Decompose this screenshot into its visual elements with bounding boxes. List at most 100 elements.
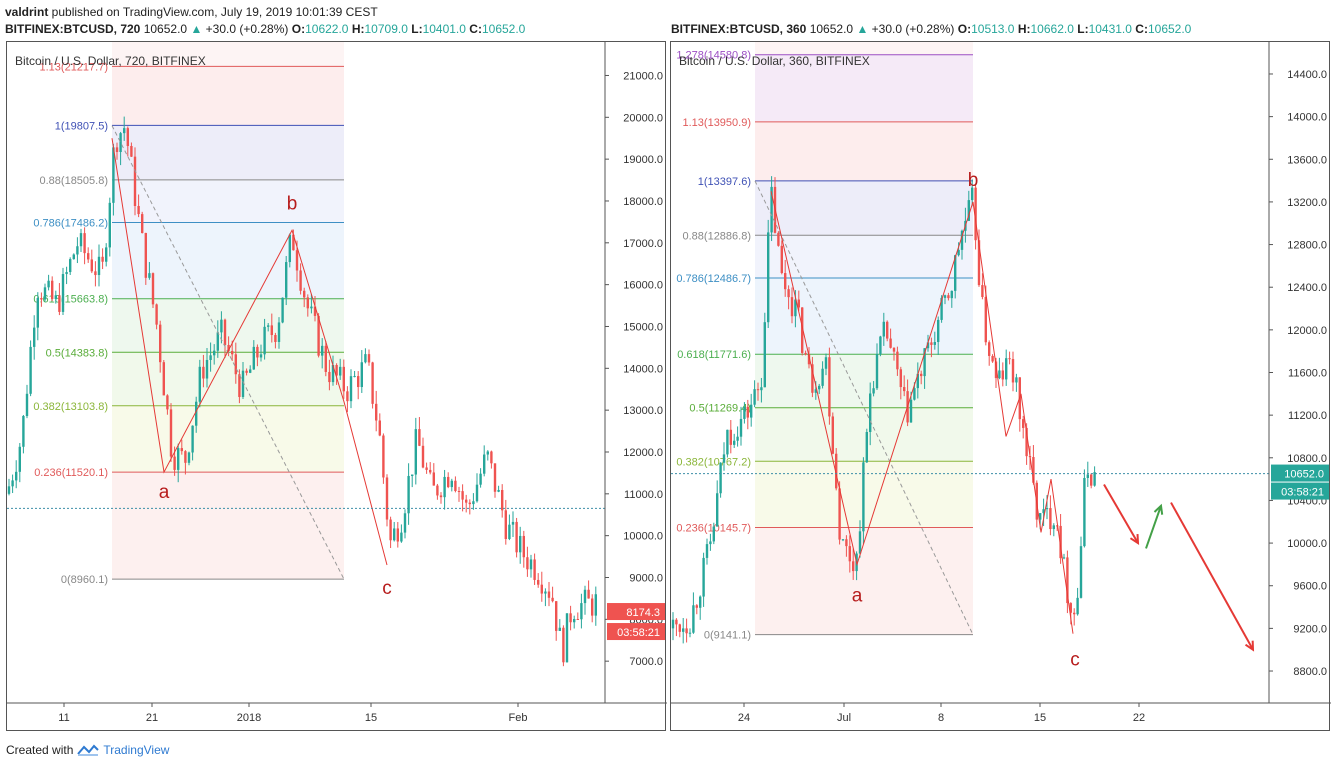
candle-body (998, 370, 1001, 379)
x-tick-label: 11 (58, 712, 69, 724)
fib-level-label: 0.786(17486.2) (33, 217, 108, 229)
candle-body (862, 462, 865, 532)
candle-body (733, 440, 736, 445)
candle-body (306, 297, 309, 309)
candle-body (25, 393, 29, 416)
candle-body (1059, 525, 1062, 559)
candle-body (1069, 603, 1072, 613)
candle-body (295, 250, 299, 271)
candle-body (508, 524, 511, 539)
candle-body (1079, 546, 1083, 598)
candle-body (97, 256, 101, 276)
candle-body (47, 280, 50, 288)
forecast-arrow-line (1170, 502, 1254, 651)
candle-body (223, 319, 227, 345)
candle-body (346, 391, 349, 402)
y-tick-label: 7000.0 (629, 656, 663, 668)
candle-body (51, 280, 54, 299)
candle-body (988, 342, 991, 356)
candle-body (845, 539, 848, 547)
candle-body (65, 272, 68, 275)
left-change: +30.0 (+0.28%) (205, 22, 289, 36)
candle-body (869, 393, 872, 433)
candle-body (439, 495, 443, 498)
candle-body (565, 613, 569, 663)
candle-body (797, 299, 800, 308)
x-tick-label: Jul (837, 712, 851, 724)
candle-body (1066, 557, 1069, 604)
candle-body (375, 403, 378, 421)
left-price: 10652.0 (143, 22, 188, 36)
candle-body (292, 234, 295, 251)
candle-body (892, 347, 896, 352)
candle-body (1093, 472, 1096, 486)
candle-body (342, 366, 345, 392)
fib-zone (112, 298, 344, 353)
right-chart-svg[interactable]: 1.278(14580.8) 1.13(13950.9) 1(13397.6) 0.8… (671, 42, 1331, 732)
wave-label-b: b (968, 170, 979, 191)
fib-level-label: 0.88(18505.8) (40, 175, 109, 187)
left-symbol: BITFINEX:BTCUSD, 720 (5, 22, 141, 36)
candle-body (486, 451, 489, 455)
forecast-arrow-line (1103, 483, 1139, 544)
candle-body (177, 448, 180, 470)
last-price-badge (1271, 464, 1329, 482)
up-triangle-icon: ▲ (856, 22, 869, 36)
candle-body (729, 429, 732, 445)
candle-body (454, 480, 457, 492)
author-name[interactable]: valdrint (5, 5, 49, 19)
y-tick-label: 8800.0 (1293, 666, 1327, 678)
candle-body (750, 404, 753, 418)
candle-body (443, 476, 446, 498)
candle-body (841, 539, 845, 541)
forecast-arrow-line (1145, 505, 1162, 549)
fib-level-label: 0.5(11269.4) (689, 403, 751, 415)
candle-body (166, 395, 169, 410)
wave-label-a: a (159, 482, 170, 503)
candle-body (533, 559, 536, 580)
timer-text: 03:58:21 (1281, 487, 1324, 499)
candle-body (429, 469, 432, 473)
candle-body (267, 325, 270, 327)
fib-zone (755, 54, 973, 122)
left-chart-svg[interactable]: 1.13(21217.7) 1(19807.5) 0.88(18505.8) 0.78… (7, 42, 667, 732)
candle-body (245, 370, 248, 373)
candle-body (209, 355, 212, 360)
candle-body (784, 273, 787, 290)
fib-level-label: 1.13(13950.9) (683, 117, 752, 129)
right-legend: BITFINEX:BTCUSD, 360 10652.0 ▲ +30.0 (+0… (671, 22, 1192, 36)
candle-body (801, 307, 804, 353)
y-tick-label: 12400.0 (1287, 282, 1327, 294)
candle-body (371, 362, 374, 404)
y-tick-label: 11600.0 (1288, 368, 1327, 380)
fib-zone (755, 180, 973, 236)
right-price: 10652.0 (809, 22, 854, 36)
candle-body (241, 370, 245, 397)
candle-body (814, 389, 817, 393)
candle-body (220, 319, 223, 333)
left-legend: BITFINEX:BTCUSD, 720 10652.0 ▲ +30.0 (+0… (5, 22, 526, 36)
fib-level-label: 0.786(12486.7) (676, 273, 751, 285)
tradingview-brand[interactable]: TradingView (103, 743, 170, 757)
candle-body (1032, 457, 1035, 483)
candle-body (479, 473, 482, 485)
candle-body (716, 493, 719, 527)
candle-body (529, 559, 533, 570)
tradingview-logo-icon (77, 744, 100, 756)
fib-level-label: 0(9141.1) (704, 630, 751, 642)
wave-label-c: c (382, 578, 392, 599)
candle-body (7, 486, 11, 494)
candle-body (940, 297, 943, 320)
candle-body (971, 187, 974, 201)
candle-body (421, 445, 425, 468)
fib-level-label: 0.5(14383.8) (46, 347, 108, 359)
right-chart-panel[interactable]: 1.278(14580.8) 1.13(13950.9) 1(13397.6) 0.8… (670, 41, 1331, 732)
y-tick-label: 20000.0 (623, 112, 663, 124)
candle-body (288, 234, 291, 263)
candle-body (191, 425, 194, 453)
fib-zone (755, 407, 973, 462)
fib-level-label: 1.13(21217.7) (40, 61, 109, 73)
candle-body (18, 446, 21, 472)
candle-body (277, 322, 281, 342)
left-chart-panel[interactable]: 1.13(21217.7) 1(19807.5) 0.88(18505.8) 0.78… (6, 41, 667, 732)
